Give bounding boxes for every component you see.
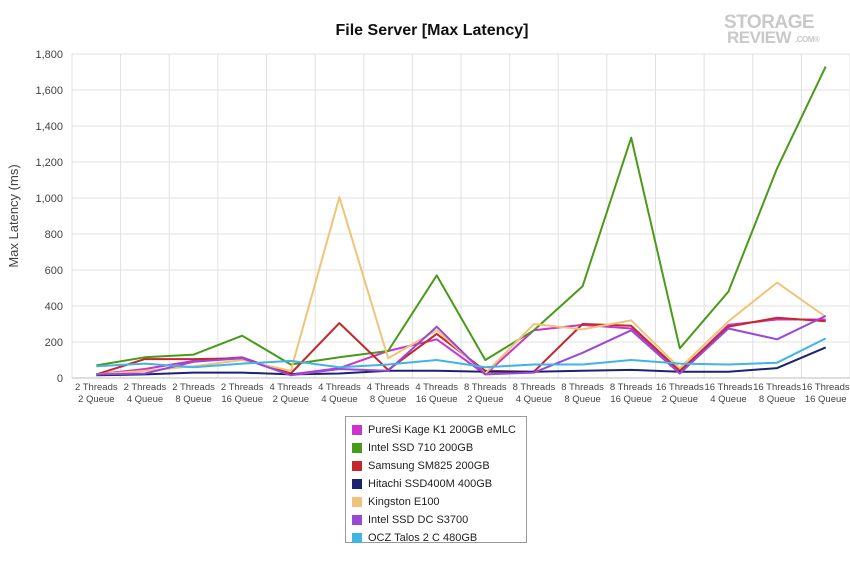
legend-item: Intel SSD DC S3700 [352, 511, 526, 529]
logo-line2: REVIEW [727, 28, 793, 47]
legend-label: Hitachi SSD400M 400GB [368, 478, 493, 490]
y-tick-label: 600 [45, 265, 63, 277]
logo-suffix: .COM® [795, 35, 820, 44]
legend-swatch [352, 425, 362, 435]
series-line-2 [96, 66, 827, 367]
legend-swatch [352, 479, 362, 489]
legend-item: Hitachi SSD400M 400GB [352, 475, 526, 493]
x-tick-label: 16 Threads 4 Queue [704, 382, 752, 405]
legend-label: Intel SSD 710 200GB [368, 442, 474, 454]
y-tick-label: 1,000 [35, 193, 63, 205]
x-tick-label: 16 Threads 16 Queue [802, 382, 850, 405]
x-tick-label: 8 Threads 2 Queue [464, 382, 507, 405]
x-tick-label: 4 Threads 2 Queue [270, 382, 313, 405]
legend-label: Kingston E100 [368, 496, 440, 508]
legend-swatch [352, 533, 362, 543]
x-tick-label: 16 Threads 8 Queue [753, 382, 801, 405]
x-tick-label: 2 Threads 2 Queue [75, 382, 118, 405]
x-tick-label: 8 Threads 16 Queue [610, 382, 653, 405]
x-tick-label: 4 Threads 8 Queue [367, 382, 410, 405]
legend-label: Samsung SM825 200GB [368, 460, 490, 472]
legend-label: Intel SSD DC S3700 [368, 514, 469, 526]
y-tick-label: 0 [57, 373, 63, 385]
x-tick-label: 2 Threads 8 Queue [172, 382, 215, 405]
y-tick-label: 400 [45, 301, 63, 313]
chart-title: File Server [Max Latency] [336, 22, 529, 39]
y-axis-label: Max Latency (ms) [6, 164, 21, 267]
legend-label: OCZ Talos 2 C 480GB [368, 532, 478, 544]
legend-label: PureSi Kage K1 200GB eMLC [368, 424, 516, 436]
x-tick-label: 4 Threads 16 Queue [415, 382, 458, 405]
legend-item: Intel SSD 710 200GB [352, 439, 526, 457]
legend-swatch [352, 515, 362, 525]
x-tick-label: 4 Threads 4 Queue [318, 382, 361, 405]
legend-item: Kingston E100 [352, 493, 526, 511]
legend-swatch [352, 443, 362, 453]
storagereview-logo: STORAGE REVIEW .COM® [724, 12, 820, 47]
y-tick-labels: 0 200 400 600 800 1,000 1,200 1,400 1,600 1,800 [35, 49, 63, 385]
legend-item: PureSi Kage K1 200GB eMLC [352, 421, 526, 439]
legend: PureSi Kage K1 200GB eMLC Intel SSD 710 2… [345, 416, 527, 544]
series-line-6 [96, 314, 827, 377]
x-tick-label: 16 Threads 2 Queue [656, 382, 704, 405]
x-tick-label: 8 Threads 8 Queue [561, 382, 604, 405]
logo-line1: STORAGE [724, 12, 814, 33]
y-tick-label: 200 [45, 337, 63, 349]
x-tick-label: 2 Threads 4 Queue [124, 382, 167, 405]
y-tick-label: 800 [45, 229, 63, 241]
legend-item: Samsung SM825 200GB [352, 457, 526, 475]
legend-item: OCZ Talos 2 C 480GB [352, 529, 526, 547]
y-tick-label: 1,400 [35, 121, 63, 133]
series-line-7 [96, 337, 827, 369]
legend-swatch [352, 497, 362, 507]
y-tick-label: 1,800 [35, 49, 63, 61]
series-lines [95, 66, 827, 377]
x-tick-label: 8 Threads 4 Queue [513, 382, 556, 405]
x-tick-label: 2 Threads 16 Queue [221, 382, 264, 405]
y-tick-label: 1,200 [35, 157, 63, 169]
series-line-4 [96, 346, 827, 377]
legend-swatch [352, 461, 362, 471]
y-tick-label: 1,600 [35, 85, 63, 97]
